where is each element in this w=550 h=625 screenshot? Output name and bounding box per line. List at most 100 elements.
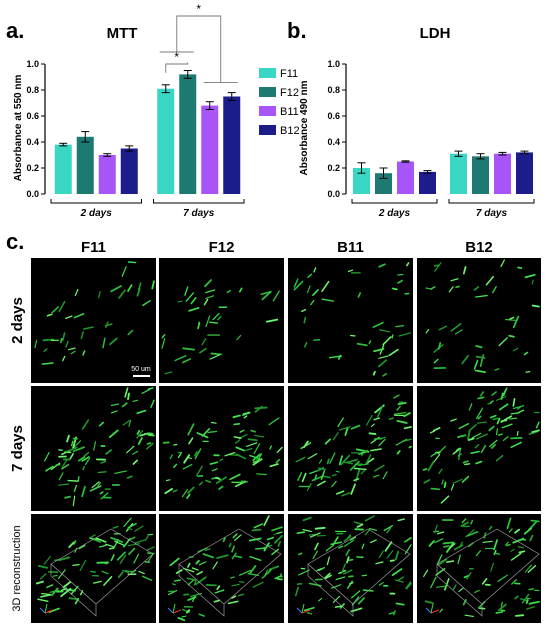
axis-triad-y	[430, 603, 434, 614]
cell-fiber	[498, 337, 508, 347]
cell-fiber	[396, 405, 401, 411]
cell-fiber	[328, 355, 343, 359]
cell-fiber	[512, 537, 525, 544]
cell-fiber	[488, 525, 493, 531]
cell-fiber	[110, 285, 122, 293]
cell-fiber	[116, 551, 126, 561]
cell-fiber	[308, 533, 316, 536]
ldh-group-bracket	[351, 199, 438, 204]
cell-fiber	[254, 405, 263, 413]
cell-fiber	[441, 479, 444, 485]
cell-fiber	[324, 438, 332, 445]
cell-fiber	[378, 359, 387, 368]
mtt-significance-star: *	[196, 2, 201, 16]
cell-fiber	[303, 316, 307, 324]
mtt-group-label: 2 days	[80, 208, 113, 219]
cell-fiber	[136, 429, 141, 435]
cell-fiber	[458, 587, 464, 593]
cell-fiber	[132, 450, 139, 455]
cell-fiber	[72, 540, 77, 545]
cell-fiber	[35, 580, 44, 585]
scale-bar-label: 50 um	[131, 366, 151, 373]
ldh-bar-f11	[353, 168, 370, 194]
cell-fiber	[369, 539, 377, 544]
cell-fiber	[141, 575, 153, 581]
cell-fiber	[497, 574, 508, 582]
cell-fiber	[395, 324, 405, 328]
micrograph-panel	[417, 514, 541, 623]
cell-fiber	[138, 433, 146, 437]
cell-fiber	[46, 313, 53, 317]
mtt-y-tick-label: 0.8	[26, 85, 39, 95]
axis-triad-x	[430, 609, 440, 614]
cell-fiber	[346, 556, 350, 564]
cell-fiber	[239, 429, 245, 433]
cell-fiber	[343, 539, 355, 547]
cell-fiber	[192, 595, 196, 603]
cell-fiber	[358, 451, 367, 455]
cell-fiber	[90, 570, 96, 573]
cell-fiber	[370, 423, 375, 428]
cell-fiber	[114, 470, 128, 474]
cell-fiber	[392, 610, 396, 616]
cell-fiber	[234, 439, 241, 444]
cell-fibers	[34, 261, 155, 365]
ldh-y-tick-label: 1.0	[327, 59, 340, 69]
cell-fibers	[35, 517, 155, 613]
legend: F11 F12 B11 B12	[259, 68, 300, 137]
cell-fiber	[79, 559, 87, 572]
legend-label-b11: B11	[280, 106, 299, 118]
cell-fiber	[343, 461, 354, 465]
cell-fiber	[335, 490, 345, 495]
cell-fiber	[348, 558, 354, 562]
cell-fiber	[464, 614, 474, 618]
cell-fiber	[373, 348, 385, 353]
cell-fiber	[277, 540, 282, 547]
mtt-group-bracket	[50, 199, 142, 204]
cell-fiber	[271, 548, 280, 556]
cell-fiber	[424, 600, 434, 604]
cell-fiber	[97, 482, 102, 487]
cell-fiber	[132, 459, 139, 465]
cell-fiber	[338, 455, 343, 466]
cell-fiber	[127, 284, 133, 292]
cell-fiber	[452, 447, 462, 455]
cell-fiber	[309, 532, 321, 538]
cell-fiber	[256, 473, 267, 476]
cell-fiber	[516, 430, 519, 436]
cell-fiber	[184, 286, 189, 296]
cell-fiber	[474, 444, 480, 449]
cell-fiber	[165, 479, 171, 482]
cell-fiber	[147, 553, 154, 563]
cell-fiber	[498, 403, 509, 411]
cell-fiber	[98, 421, 105, 427]
cell-fiber	[477, 415, 482, 420]
cell-fiber	[134, 525, 144, 532]
cell-fiber	[457, 434, 467, 438]
cell-fiber	[74, 288, 79, 297]
cell-fiber	[73, 313, 85, 319]
cell-fiber	[209, 461, 219, 465]
cell-fiber	[422, 468, 428, 471]
cell-fiber	[506, 517, 512, 530]
cell-fiber	[195, 576, 207, 586]
volume-box	[436, 564, 483, 617]
cell-fiber	[349, 460, 360, 471]
cell-fibers	[293, 262, 412, 377]
cell-fiber	[341, 563, 346, 574]
column-header-f12: F12	[209, 239, 235, 256]
cell-fiber	[303, 440, 309, 449]
cell-fiber	[458, 448, 461, 461]
cell-fiber	[68, 453, 74, 461]
cell-fiber	[379, 329, 391, 333]
cell-fibers	[44, 387, 155, 507]
cell-fiber	[500, 392, 504, 400]
legend-swatch-f12	[259, 87, 276, 97]
cell-fiber	[531, 304, 540, 308]
cell-fiber	[196, 465, 203, 477]
cell-fiber	[453, 544, 464, 551]
cell-fibers	[422, 387, 540, 504]
cell-fiber	[269, 445, 273, 450]
cell-fiber	[126, 527, 133, 531]
cell-fiber	[65, 315, 73, 320]
